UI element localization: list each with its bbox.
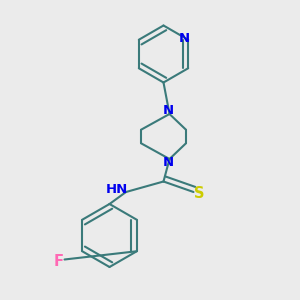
Text: S: S <box>194 186 204 201</box>
Text: HN: HN <box>106 183 128 196</box>
Text: N: N <box>162 104 174 118</box>
Text: F: F <box>53 254 64 269</box>
Text: N: N <box>179 32 190 45</box>
Text: N: N <box>162 156 174 169</box>
